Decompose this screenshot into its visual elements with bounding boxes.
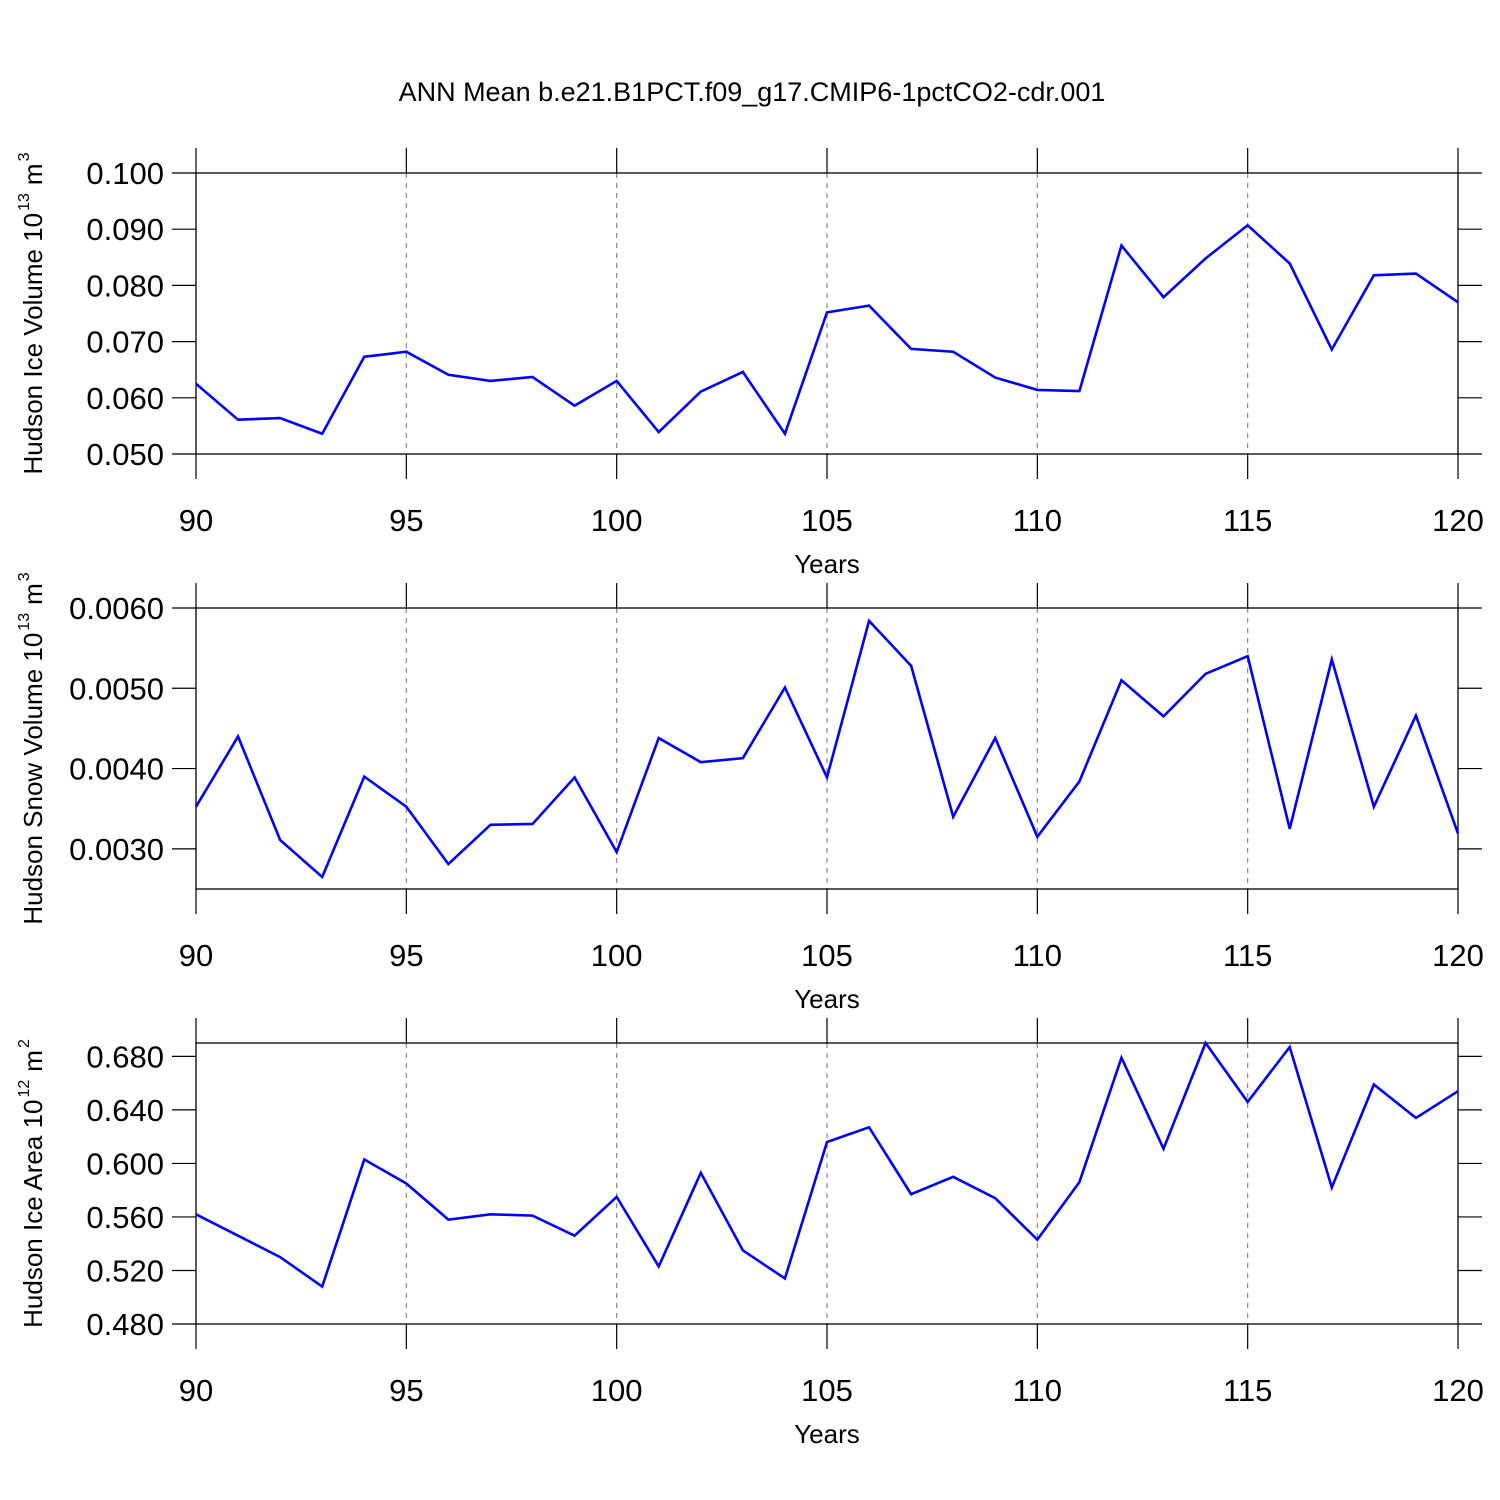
x-tick-label: 105 — [801, 938, 853, 973]
y-tick-label: 0.100 — [86, 156, 164, 191]
data-line — [195, 1040, 1459, 1289]
x-tick-label: 100 — [591, 1373, 643, 1408]
x-tick-label: 105 — [801, 1373, 853, 1408]
x-tick-label: 90 — [179, 938, 213, 973]
panel: 90 95 100 105 110 115 120 0.480 0.520 0.560 0.600 0… — [16, 1018, 1484, 1449]
y-tick-label: 0.480 — [86, 1307, 164, 1342]
y-axis-label-part: Hudson Ice Area 10 — [18, 1099, 48, 1327]
data-line — [195, 223, 1459, 437]
y-axis-label-part: m — [18, 163, 48, 185]
y-tick-label: 0.640 — [86, 1093, 164, 1128]
plot-frame — [195, 1042, 1459, 1325]
y-axis-label-part: 2 — [16, 1039, 33, 1048]
y-axis-label-part: 13 — [16, 193, 33, 211]
y-tick-label: 0.0030 — [69, 832, 164, 867]
y-axis-label-part: 3 — [16, 152, 33, 161]
y-tick-label: 0.070 — [86, 325, 164, 360]
y-axis-label-part: 12 — [16, 1080, 33, 1098]
y-axis-label-part: 13 — [16, 613, 33, 631]
y-tick-label: 0.0050 — [69, 671, 164, 706]
x-tick-label: 110 — [1013, 938, 1062, 973]
data-line — [194, 618, 1460, 880]
y-tick-label: 0.050 — [86, 437, 164, 472]
x-tick-label: 105 — [801, 503, 853, 538]
x-tick-label: 95 — [389, 938, 423, 973]
y-tick-label: 0.0040 — [69, 752, 164, 787]
x-tick-label: 90 — [179, 1373, 213, 1408]
y-tick-label: 0.680 — [86, 1039, 164, 1074]
y-axis-label-part: m — [18, 1050, 48, 1072]
x-axis-label: Years — [794, 984, 860, 1014]
y-axis-label-part: Hudson Ice Volume 10 — [18, 213, 48, 475]
x-tick-label: 115 — [1223, 938, 1272, 973]
y-tick-label: 0.090 — [86, 212, 164, 247]
x-tick-label: 115 — [1223, 1373, 1272, 1408]
y-axis-label-part: m — [18, 583, 48, 605]
y-axis-label: Hudson Snow Volume 10 13 m 3 — [16, 572, 48, 924]
x-tick-label: 110 — [1013, 1373, 1062, 1408]
panel: 90 95 100 105 110 115 120 0.0030 0.0040 0.0050 0.0… — [16, 572, 1484, 1014]
plot-frame — [195, 607, 1459, 890]
y-axis-label: Hudson Ice Volume 10 13 m 3 — [16, 152, 48, 474]
y-tick-label: 0.600 — [86, 1146, 164, 1181]
y-axis-label-part: 3 — [16, 572, 33, 581]
y-tick-label: 0.520 — [86, 1253, 164, 1288]
x-tick-label: 120 — [1432, 1373, 1484, 1408]
x-tick-label: 115 — [1223, 503, 1272, 538]
plot-frame — [195, 172, 1459, 455]
y-axis-label: Hudson Ice Area 1012 m 2 — [16, 1039, 48, 1328]
x-axis-label: Years — [794, 549, 860, 579]
y-tick-label: 0.080 — [86, 268, 164, 303]
x-tick-label: 100 — [591, 503, 643, 538]
figure-title: ANN Mean b.e21.B1PCT.f09_g17.CMIP6-1pctC… — [399, 77, 1106, 107]
x-axis-label: Years — [794, 1419, 860, 1449]
x-tick-label: 120 — [1432, 938, 1484, 973]
x-tick-label: 100 — [591, 938, 643, 973]
y-tick-label: 0.060 — [86, 381, 164, 416]
panel: 90 95 100 105 110 115 120 0.050 0.060 0.070 0.080 0… — [16, 148, 1484, 579]
x-tick-label: 90 — [179, 503, 213, 538]
x-tick-label: 120 — [1432, 503, 1484, 538]
x-tick-label: 95 — [389, 503, 423, 538]
x-tick-label: 110 — [1013, 503, 1062, 538]
y-tick-label: 0.0060 — [69, 591, 164, 626]
x-tick-label: 95 — [389, 1373, 423, 1408]
y-tick-label: 0.560 — [86, 1200, 164, 1235]
y-axis-label-part: Hudson Snow Volume 10 — [18, 633, 48, 925]
